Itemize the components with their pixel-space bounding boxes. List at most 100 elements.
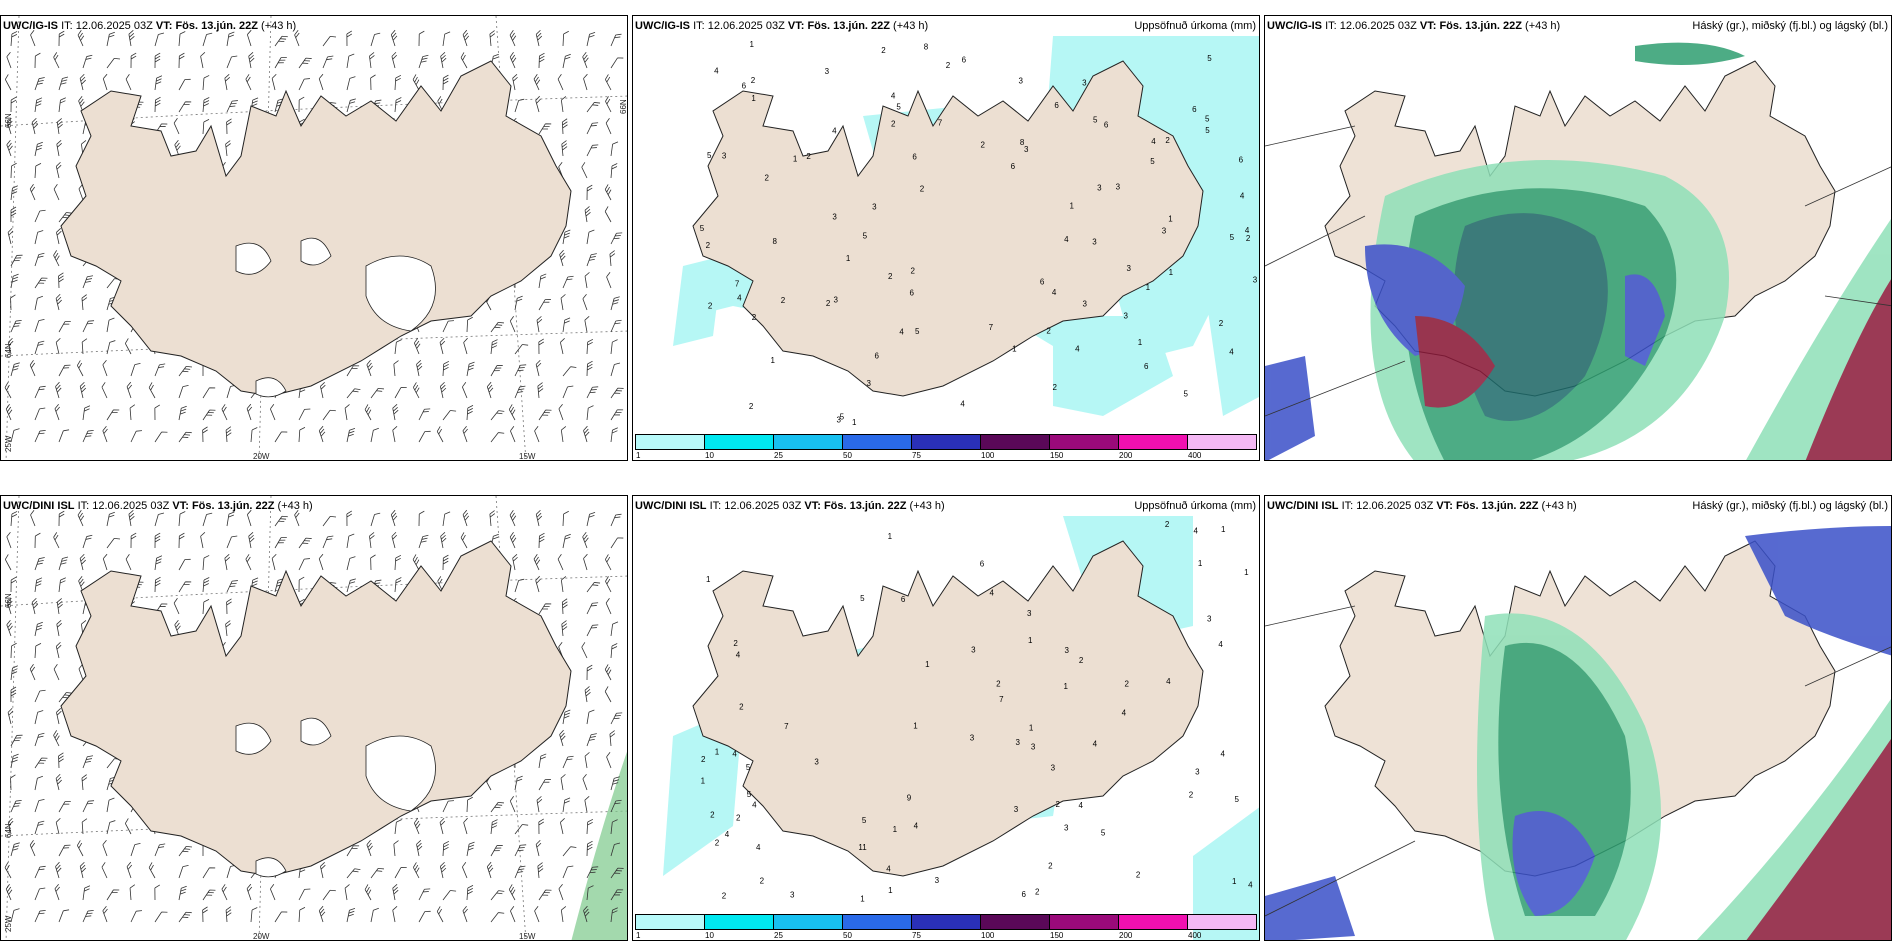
wind-barb (10, 428, 20, 443)
wind-barb (610, 907, 618, 923)
wind-barb (418, 888, 431, 901)
wind-barb (606, 751, 612, 769)
wind-barb (394, 554, 402, 571)
glacier (235, 242, 272, 275)
colorbar-swatch (1119, 435, 1188, 449)
wind-barb (226, 100, 238, 113)
wind-barb (6, 619, 13, 637)
precip-value: 4 (1248, 881, 1253, 890)
precip-value: 6 (962, 56, 967, 65)
precip-value: 3 (1014, 805, 1019, 814)
precip-value: 5 (1235, 795, 1240, 804)
precip-value: 6 (875, 352, 880, 361)
wind-barb (436, 426, 444, 443)
wind-barb (581, 642, 588, 659)
wind-barb (81, 774, 88, 791)
wind-barb (10, 319, 22, 333)
precip-value: 3 (1207, 615, 1212, 624)
wind-barb (610, 427, 618, 443)
wind-barb (246, 29, 252, 47)
wind-barb (174, 139, 181, 157)
wind-barb (442, 410, 457, 421)
colorbar-tick: 150 (1050, 931, 1064, 940)
wind-barb (318, 73, 324, 91)
wind-barb (7, 817, 14, 835)
wind-barb (225, 140, 231, 157)
precip-value: 2 (1079, 656, 1084, 665)
wind-barb (106, 317, 115, 333)
panel-cloud-igis: UWC/IG-IS IT: 12.06.2025 03Z VT: Fös. 13… (1264, 15, 1892, 461)
wind-barb (271, 553, 277, 571)
wind-barb (202, 577, 210, 593)
cloud-map (1265, 42, 1891, 460)
wind-barb (609, 730, 616, 747)
wind-barb (346, 30, 353, 47)
wind-barb (82, 755, 94, 769)
precip-value: 1 (860, 895, 865, 904)
precip-value: 3 (1082, 78, 1087, 87)
precip-value: 2 (826, 299, 831, 308)
wind-barb (394, 74, 402, 91)
wind-barb (34, 732, 45, 747)
wind-barb (102, 553, 108, 571)
wind-barb (610, 712, 623, 725)
precip-value: 1 (715, 747, 720, 756)
wind-barb (55, 861, 62, 879)
wind-barb (610, 799, 622, 813)
wind-barb (562, 229, 571, 245)
precip-value: 3 (1064, 824, 1069, 833)
wind-barb (154, 32, 165, 47)
wind-barb (106, 31, 115, 47)
wind-barb (489, 30, 496, 47)
wind-barb (582, 51, 589, 69)
wind-barb (560, 337, 565, 355)
wind-barb (6, 531, 12, 549)
wind-barb (366, 839, 373, 857)
wind-barb (10, 185, 18, 201)
wind-barb (225, 426, 232, 443)
wind-barb (466, 796, 473, 813)
lat-label: 64N (4, 823, 13, 838)
iceland-landmass (60, 60, 572, 397)
wind-barb (442, 800, 454, 813)
wind-barb (29, 664, 36, 681)
wind-barb (346, 556, 356, 571)
wind-barb (4, 382, 12, 399)
precip-value: 2 (946, 61, 951, 70)
wind-barb (125, 74, 132, 91)
precip-value: 6 (1011, 162, 1016, 171)
precip-value: 2 (749, 402, 754, 411)
wind-barb (55, 641, 62, 659)
precip-value: 1 (701, 776, 706, 785)
wind-barb (34, 230, 44, 245)
wind-barb (535, 359, 542, 377)
precip-value: 3 (1083, 299, 1088, 308)
colorbar-tick: 400 (1188, 451, 1202, 460)
precip-value: 2 (722, 891, 727, 900)
colorbar-tick: 150 (1050, 451, 1064, 460)
wind-barb (418, 408, 431, 421)
precip-value: 4 (756, 843, 761, 852)
wind-barb (53, 52, 60, 69)
wind-barb (178, 532, 185, 549)
wind-barb (562, 755, 574, 769)
precip-value: 4 (1166, 677, 1171, 686)
wind-barb (562, 533, 571, 549)
wind-barb (582, 773, 588, 791)
colorbar-tick: 10 (705, 931, 714, 940)
precip-value: 1 (925, 660, 930, 669)
wind-barb (610, 362, 621, 377)
precip-value: 5 (1101, 828, 1106, 837)
wind-barb (412, 74, 420, 91)
wind-barb (508, 884, 516, 901)
wind-barb (202, 889, 216, 901)
precip-value: 2 (1165, 136, 1170, 145)
wind-barb (10, 511, 18, 527)
wind-barb (246, 403, 253, 421)
wind-barb (294, 509, 300, 527)
wind-barb (6, 51, 12, 69)
wind-barb (509, 316, 516, 333)
panel-precip-igis: UWC/IG-IS IT: 12.06.2025 03Z VT: Fös. 13… (632, 15, 1260, 461)
wind-barb (535, 509, 543, 527)
precip-value: 2 (920, 184, 925, 193)
